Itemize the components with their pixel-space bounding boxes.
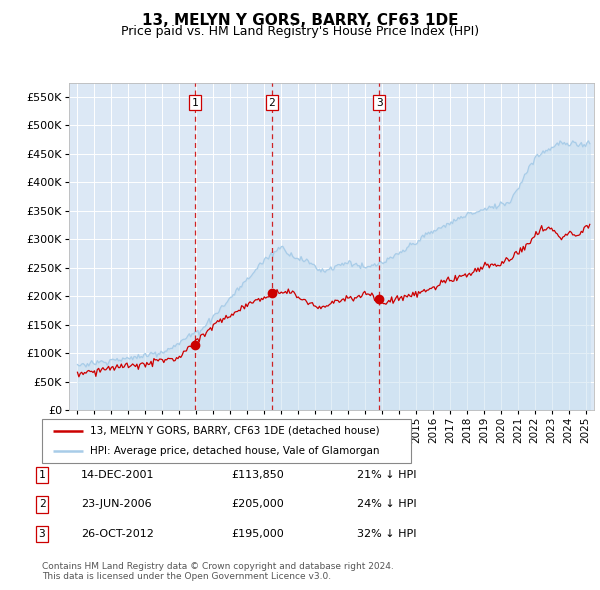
Text: 3: 3 (38, 529, 46, 539)
Text: 2: 2 (38, 500, 46, 509)
Text: 26-OCT-2012: 26-OCT-2012 (81, 529, 154, 539)
Text: 14-DEC-2001: 14-DEC-2001 (81, 470, 155, 480)
Text: 1: 1 (192, 97, 199, 107)
Text: £205,000: £205,000 (231, 500, 284, 509)
Text: Price paid vs. HM Land Registry's House Price Index (HPI): Price paid vs. HM Land Registry's House … (121, 25, 479, 38)
Text: 32% ↓ HPI: 32% ↓ HPI (357, 529, 416, 539)
Text: £195,000: £195,000 (231, 529, 284, 539)
Text: HPI: Average price, detached house, Vale of Glamorgan: HPI: Average price, detached house, Vale… (90, 446, 379, 456)
Text: 3: 3 (376, 97, 383, 107)
Text: 21% ↓ HPI: 21% ↓ HPI (357, 470, 416, 480)
FancyBboxPatch shape (42, 419, 411, 463)
Text: 2: 2 (269, 97, 275, 107)
Text: Contains HM Land Registry data © Crown copyright and database right 2024.
This d: Contains HM Land Registry data © Crown c… (42, 562, 394, 581)
Text: 13, MELYN Y GORS, BARRY, CF63 1DE: 13, MELYN Y GORS, BARRY, CF63 1DE (142, 13, 458, 28)
Text: 13, MELYN Y GORS, BARRY, CF63 1DE (detached house): 13, MELYN Y GORS, BARRY, CF63 1DE (detac… (90, 426, 380, 436)
Text: 24% ↓ HPI: 24% ↓ HPI (357, 500, 416, 509)
Text: 23-JUN-2006: 23-JUN-2006 (81, 500, 152, 509)
Text: £113,850: £113,850 (231, 470, 284, 480)
Text: 1: 1 (38, 470, 46, 480)
